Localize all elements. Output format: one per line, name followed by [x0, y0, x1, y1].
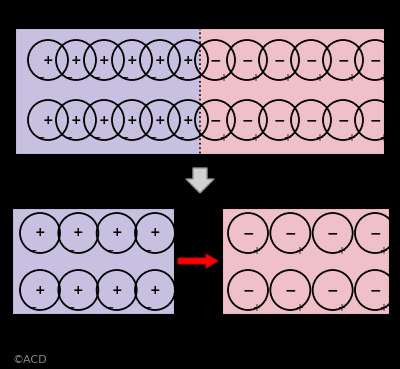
Text: −: − — [284, 283, 296, 297]
Text: −: − — [241, 53, 253, 67]
Text: −: − — [242, 283, 254, 297]
Text: −: − — [369, 283, 381, 297]
Text: −: − — [305, 113, 317, 127]
Text: +: + — [111, 227, 122, 239]
Text: −: − — [177, 133, 185, 143]
Text: −: − — [149, 133, 157, 143]
Text: −: − — [37, 73, 45, 83]
Text: −: − — [284, 226, 296, 240]
Text: −: − — [369, 226, 381, 240]
Text: +: + — [337, 246, 345, 256]
Text: −: − — [93, 133, 101, 143]
Text: +: + — [71, 114, 81, 127]
Text: +: + — [315, 73, 323, 83]
Text: +: + — [127, 54, 137, 66]
Bar — [200, 28, 385, 155]
Text: +: + — [283, 133, 291, 143]
Text: +: + — [150, 283, 160, 297]
Text: +: + — [347, 73, 355, 83]
Text: +: + — [252, 73, 259, 83]
Bar — [12, 208, 175, 315]
Text: +: + — [252, 303, 260, 313]
Text: +: + — [155, 54, 165, 66]
Text: −: − — [177, 73, 185, 83]
Text: +: + — [73, 283, 84, 297]
Text: +: + — [111, 283, 122, 297]
Text: −: − — [327, 283, 338, 297]
Text: +: + — [43, 54, 53, 66]
Text: +: + — [219, 73, 227, 83]
Text: −: − — [337, 113, 349, 127]
Text: +: + — [295, 303, 303, 313]
Text: −: − — [144, 303, 152, 313]
Text: −: − — [149, 73, 157, 83]
Text: −: − — [29, 246, 37, 256]
Text: −: − — [369, 113, 381, 127]
Text: +: + — [295, 246, 303, 256]
Text: −: − — [37, 133, 45, 143]
Text: −: − — [106, 246, 114, 256]
Text: −: − — [209, 113, 221, 127]
Text: +: + — [71, 54, 81, 66]
Text: ©ACD: ©ACD — [12, 355, 47, 365]
Text: −: − — [273, 53, 285, 67]
Text: +: + — [150, 227, 160, 239]
Text: −: − — [121, 133, 129, 143]
Text: −: − — [67, 303, 75, 313]
Text: +: + — [252, 133, 259, 143]
Text: −: − — [242, 226, 254, 240]
Text: −: − — [337, 53, 349, 67]
Text: −: − — [369, 53, 381, 67]
Text: −: − — [241, 113, 253, 127]
Text: +: + — [337, 303, 345, 313]
Text: +: + — [379, 303, 387, 313]
Text: +: + — [315, 133, 323, 143]
Text: −: − — [209, 53, 221, 67]
Text: −: − — [93, 73, 101, 83]
Bar — [15, 28, 385, 155]
Text: +: + — [347, 133, 355, 143]
FancyArrow shape — [178, 254, 218, 268]
Text: +: + — [99, 114, 109, 127]
Text: −: − — [121, 73, 129, 83]
Text: +: + — [43, 114, 53, 127]
Text: −: − — [273, 113, 285, 127]
Text: −: − — [65, 133, 73, 143]
Text: +: + — [127, 114, 137, 127]
Text: +: + — [379, 246, 387, 256]
Text: +: + — [73, 227, 84, 239]
Text: +: + — [252, 246, 260, 256]
Text: −: − — [144, 246, 152, 256]
Text: +: + — [183, 54, 193, 66]
Text: −: − — [327, 226, 338, 240]
Text: +: + — [35, 283, 45, 297]
Bar — [15, 28, 200, 155]
Text: +: + — [283, 73, 291, 83]
Text: +: + — [99, 54, 109, 66]
Bar — [222, 208, 390, 315]
Text: −: − — [305, 53, 317, 67]
FancyArrow shape — [186, 168, 214, 193]
Text: +: + — [379, 73, 387, 83]
Text: −: − — [106, 303, 114, 313]
Text: +: + — [379, 133, 387, 143]
Text: +: + — [183, 114, 193, 127]
Text: −: − — [65, 73, 73, 83]
Text: +: + — [35, 227, 45, 239]
Text: −: − — [29, 303, 37, 313]
Text: +: + — [219, 133, 227, 143]
Text: +: + — [155, 114, 165, 127]
Text: −: − — [67, 246, 75, 256]
